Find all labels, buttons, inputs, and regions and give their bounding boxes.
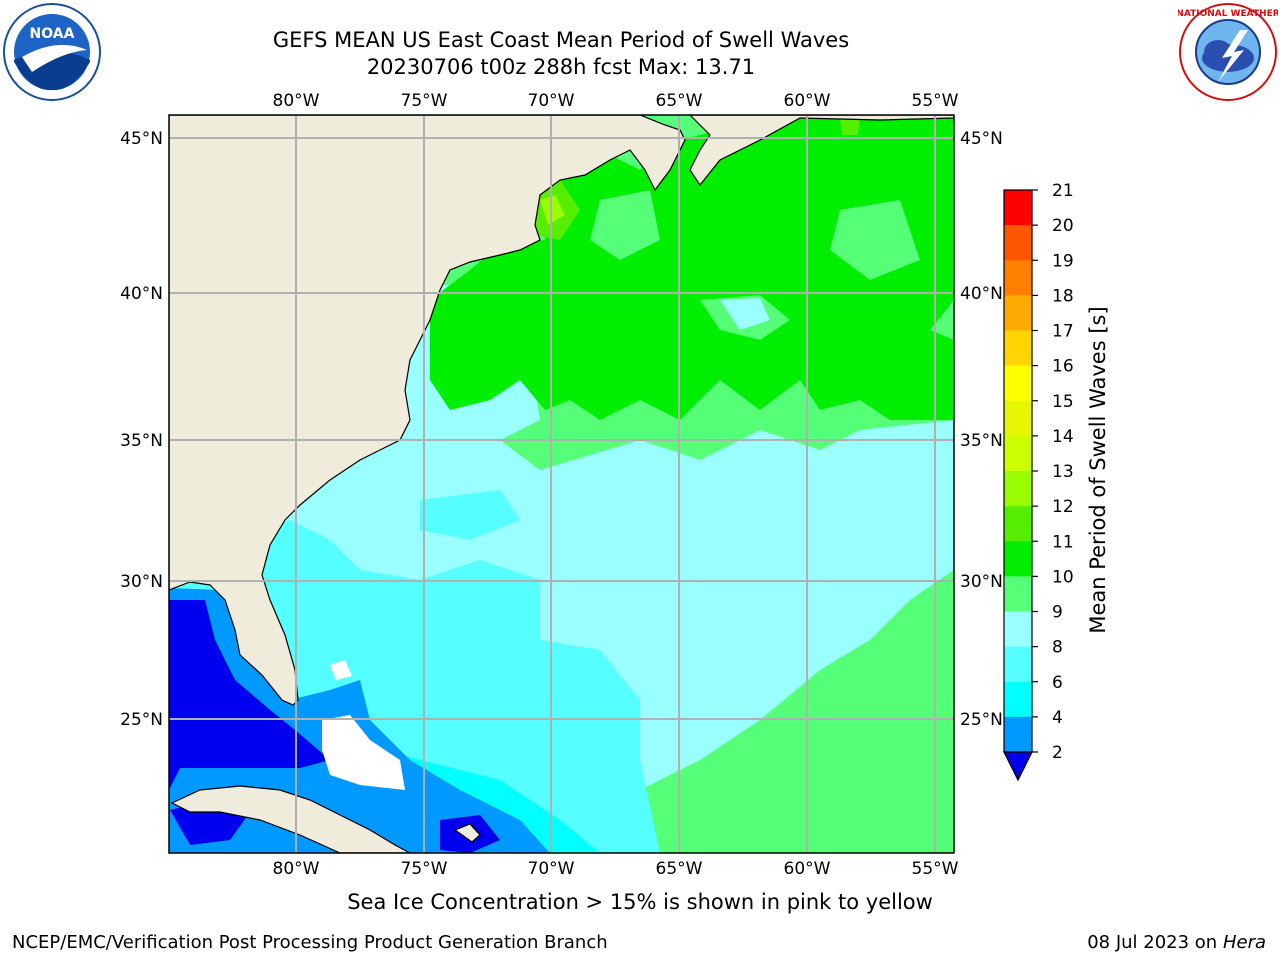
- swell-period-field-9-10-se: [700, 760, 954, 853]
- swell-period-field-2-4: [169, 588, 550, 853]
- noaa-logo-icon: NOAA: [3, 3, 101, 101]
- map-field: [169, 115, 954, 853]
- map-gridlines: [169, 115, 954, 853]
- lat-tick-right: 30°N: [960, 572, 1003, 592]
- colorbar-tick-label: 19: [1052, 251, 1074, 271]
- lat-tick-right: 35°N: [960, 431, 1003, 451]
- chart-subtitle: 20230706 t00z 288h fcst Max: 13.71: [366, 55, 756, 79]
- colorbar-segment: [1004, 471, 1032, 507]
- colorbar: 21 20 19 18 17 16 15 14 13 12 11 10 9 8 6 4 2: [1003, 181, 1074, 782]
- colorbar-segment: [1004, 506, 1032, 542]
- credit-date: 08 Jul 2023 on Hera: [1087, 932, 1266, 953]
- colorbar-label: Mean Period of Swell Waves [s]: [1086, 306, 1110, 633]
- swell-period-pocket-3: [830, 200, 920, 280]
- colorbar-tick-label: 15: [1052, 392, 1074, 412]
- lat-ticks-left: 45°N 40°N 35°N 30°N 25°N: [120, 129, 163, 730]
- nws-logo-icon: NATIONAL WEATHER: [1178, 3, 1278, 101]
- lon-tick-bottom: 65°W: [656, 859, 703, 879]
- lon-tick-top: 65°W: [656, 91, 703, 111]
- lat-tick-left: 30°N: [120, 572, 163, 592]
- colorbar-segment: [1004, 716, 1032, 753]
- colorbar-segment: [1004, 295, 1032, 331]
- swell-period-field-below-2: [169, 600, 330, 790]
- lat-tick-right: 45°N: [960, 129, 1003, 149]
- colorbar-tick-label: 11: [1052, 532, 1074, 552]
- map-frame: [168, 114, 955, 854]
- lon-tick-top: 70°W: [528, 91, 575, 111]
- lon-tick-top: 55°W: [912, 91, 959, 111]
- land-nova-scotia: [689, 115, 954, 187]
- colorbar-segment: [1004, 225, 1032, 261]
- colorbar-tick-label: 16: [1052, 357, 1074, 377]
- lat-tick-left: 25°N: [120, 710, 163, 730]
- colorbar-tick-label: 8: [1052, 638, 1063, 658]
- colorbar-segment: [1004, 646, 1032, 683]
- lon-tick-top: 60°W: [784, 91, 831, 111]
- land-north-america: [169, 115, 686, 706]
- colorbar-tick-label: 9: [1052, 603, 1063, 623]
- swell-period-pocket-2: [590, 190, 660, 260]
- colorbar-tick-label: 14: [1052, 427, 1074, 447]
- lat-tick-left: 35°N: [120, 431, 163, 451]
- masked-little-bahama-bank: [330, 660, 352, 680]
- colorbar-segment: [1004, 260, 1032, 296]
- swell-period-pocket-5: [420, 490, 520, 540]
- colorbar-tick-label: 12: [1052, 497, 1074, 517]
- colorbar-tick-label: 2: [1052, 743, 1063, 763]
- colorbar-tick-label: 4: [1052, 708, 1063, 728]
- lat-tick-right: 40°N: [960, 284, 1003, 304]
- colorbar-tick-label: 6: [1052, 673, 1063, 693]
- colorbar-segment: [1004, 330, 1032, 367]
- colorbar-segment: [1004, 681, 1032, 718]
- lon-ticks-bottom: 80°W 75°W 70°W 65°W 60°W 55°W: [273, 859, 959, 879]
- lon-tick-bottom: 55°W: [912, 859, 959, 879]
- lat-tick-left: 40°N: [120, 284, 163, 304]
- colorbar-tick-label: 18: [1052, 286, 1074, 306]
- lon-tick-top: 80°W: [273, 91, 320, 111]
- colorbar-segment: [1004, 611, 1032, 648]
- colorbar-tick-label: 10: [1052, 567, 1074, 587]
- lon-tick-top: 75°W: [401, 91, 448, 111]
- colorbar-tick-label: 13: [1052, 462, 1074, 482]
- swell-period-field-12-13: [540, 195, 565, 225]
- sea-ice-note: Sea Ice Concentration > 15% is shown in …: [347, 890, 933, 914]
- colorbar-extension: [1003, 751, 1033, 782]
- noaa-logo-text: NOAA: [30, 26, 75, 42]
- chart-title: GEFS MEAN US East Coast Mean Period of S…: [272, 28, 850, 52]
- lon-ticks-top: 80°W 75°W 70°W 65°W 60°W 55°W: [273, 91, 959, 111]
- colorbar-tick-label: 17: [1052, 322, 1074, 342]
- masked-bahamas-bank: [322, 715, 405, 790]
- colorbar-segment: [1004, 435, 1032, 472]
- colorbar-tick-label: 20: [1052, 216, 1074, 236]
- swell-period-field-11-12-n: [840, 118, 860, 135]
- lat-tick-right: 25°N: [960, 710, 1003, 730]
- swell-period-pocket-4: [720, 298, 770, 330]
- colorbar-segment: [1004, 190, 1032, 226]
- colorbar-tick-label: 21: [1052, 181, 1074, 201]
- lon-tick-bottom: 70°W: [528, 859, 575, 879]
- lon-tick-bottom: 80°W: [273, 859, 320, 879]
- land-cuba: [170, 785, 411, 853]
- land-hispaniola: [453, 823, 481, 843]
- lon-tick-bottom: 60°W: [784, 859, 831, 879]
- colorbar-segment: [1004, 576, 1032, 612]
- credit-date-text: 08 Jul 2023 on: [1087, 932, 1218, 953]
- credit-organization: NCEP/EMC/Verification Post Processing Pr…: [12, 932, 608, 953]
- credit-machine: Hera: [1222, 932, 1266, 953]
- lat-ticks-right: 45°N 40°N 35°N 30°N 25°N: [960, 129, 1003, 730]
- lon-tick-bottom: 75°W: [401, 859, 448, 879]
- svg-text:NATIONAL WEATHER: NATIONAL WEATHER: [1178, 9, 1278, 19]
- colorbar-segment: [1004, 400, 1032, 437]
- lat-tick-left: 45°N: [120, 129, 163, 149]
- colorbar-segment: [1004, 541, 1032, 577]
- colorbar-segment: [1004, 365, 1032, 402]
